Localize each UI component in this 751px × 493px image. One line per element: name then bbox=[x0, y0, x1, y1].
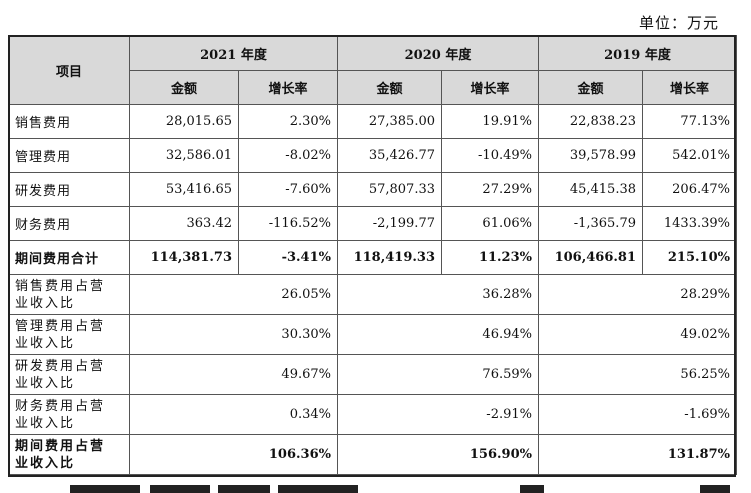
row-label: 管理费用 bbox=[8, 138, 130, 173]
header-year-2020: 2020 年度 bbox=[337, 35, 539, 71]
cell-value: 2.30% bbox=[238, 104, 338, 139]
header-item: 项目 bbox=[8, 35, 130, 105]
cell-value: 57,807.33 bbox=[337, 172, 442, 207]
table-row: 管理费用 32,586.01 -8.02% 35,426.77 -10.49% … bbox=[8, 138, 737, 173]
table-row: 财务费用 363.42 -116.52% -2,199.77 61.06% -1… bbox=[8, 206, 737, 241]
cell-value: -116.52% bbox=[238, 206, 338, 241]
cell-value: 19.91% bbox=[441, 104, 539, 139]
row-label: 期间费用占营 业收入比 bbox=[8, 434, 130, 475]
cell-value: -1.69% bbox=[538, 394, 737, 435]
header-amount: 金额 bbox=[538, 70, 643, 105]
cell-value: 30.30% bbox=[129, 314, 338, 355]
cell-value: 53,416.65 bbox=[129, 172, 239, 207]
cell-value: 36.28% bbox=[337, 274, 539, 315]
cell-value: 26.05% bbox=[129, 274, 338, 315]
cell-value: 61.06% bbox=[441, 206, 539, 241]
header-year-2019: 2019 年度 bbox=[538, 35, 737, 71]
cell-value: 542.01% bbox=[642, 138, 737, 173]
cell-value: 28.29% bbox=[538, 274, 737, 315]
row-label: 销售费用 bbox=[8, 104, 130, 139]
row-label: 财务费用占营 业收入比 bbox=[8, 394, 130, 435]
row-label: 研发费用 bbox=[8, 172, 130, 207]
cell-value: -3.41% bbox=[238, 240, 338, 275]
header-growth: 增长率 bbox=[238, 70, 338, 105]
cropped-text-line bbox=[0, 485, 751, 493]
row-label: 研发费用占营 业收入比 bbox=[8, 354, 130, 395]
row-label: 财务费用 bbox=[8, 206, 130, 241]
header-amount: 金额 bbox=[337, 70, 442, 105]
header-amount: 金额 bbox=[129, 70, 239, 105]
cell-value: 39,578.99 bbox=[538, 138, 643, 173]
cell-value: -8.02% bbox=[238, 138, 338, 173]
cell-value: 49.67% bbox=[129, 354, 338, 395]
cell-value: 46.94% bbox=[337, 314, 539, 355]
header-year-2021: 2021 年度 bbox=[129, 35, 338, 71]
row-label: 销售费用占营 业收入比 bbox=[8, 274, 130, 315]
header-growth: 增长率 bbox=[441, 70, 539, 105]
cell-value: 156.90% bbox=[337, 434, 539, 475]
cell-value: 106.36% bbox=[129, 434, 338, 475]
cell-value: 114,381.73 bbox=[129, 240, 239, 275]
cell-value: 27,385.00 bbox=[337, 104, 442, 139]
cell-value: 11.23% bbox=[441, 240, 539, 275]
cell-value: 27.29% bbox=[441, 172, 539, 207]
cell-value: 32,586.01 bbox=[129, 138, 239, 173]
cell-value: -1,365.79 bbox=[538, 206, 643, 241]
cell-value: -10.49% bbox=[441, 138, 539, 173]
table-row: 销售费用 28,015.65 2.30% 27,385.00 19.91% 22… bbox=[8, 104, 737, 139]
cell-value: 131.87% bbox=[538, 434, 737, 475]
cell-value: 1433.39% bbox=[642, 206, 737, 241]
cell-value: 76.59% bbox=[337, 354, 539, 395]
expense-table: 项目 2021 年度 2020 年度 2019 年度 金额 增长率 金额 增长率… bbox=[8, 35, 737, 475]
table-row-ratio: 财务费用占营 业收入比 0.34% -2.91% -1.69% bbox=[8, 394, 737, 435]
cell-value: 118,419.33 bbox=[337, 240, 442, 275]
cell-value: 35,426.77 bbox=[337, 138, 442, 173]
cell-value: 45,415.38 bbox=[538, 172, 643, 207]
cell-value: 28,015.65 bbox=[129, 104, 239, 139]
cell-value: 49.02% bbox=[538, 314, 737, 355]
cell-value: -7.60% bbox=[238, 172, 338, 207]
table-row-ratio: 研发费用占营 业收入比 49.67% 76.59% 56.25% bbox=[8, 354, 737, 395]
table-row-ratio: 销售费用占营 业收入比 26.05% 36.28% 28.29% bbox=[8, 274, 737, 315]
cell-value: 56.25% bbox=[538, 354, 737, 395]
row-label: 期间费用合计 bbox=[8, 240, 130, 275]
table-row-total: 期间费用合计 114,381.73 -3.41% 118,419.33 11.2… bbox=[8, 240, 737, 275]
cell-value: 363.42 bbox=[129, 206, 239, 241]
cell-value: 0.34% bbox=[129, 394, 338, 435]
cell-value: 215.10% bbox=[642, 240, 737, 275]
table-row: 研发费用 53,416.65 -7.60% 57,807.33 27.29% 4… bbox=[8, 172, 737, 207]
cell-value: 106,466.81 bbox=[538, 240, 643, 275]
cell-value: -2.91% bbox=[337, 394, 539, 435]
cell-value: 22,838.23 bbox=[538, 104, 643, 139]
cell-value: 77.13% bbox=[642, 104, 737, 139]
table-row-ratio: 管理费用占营 业收入比 30.30% 46.94% 49.02% bbox=[8, 314, 737, 355]
unit-label: 单位：万元 bbox=[638, 14, 719, 32]
cell-value: 206.47% bbox=[642, 172, 737, 207]
header-growth: 增长率 bbox=[642, 70, 737, 105]
table-row-ratio-total: 期间费用占营 业收入比 106.36% 156.90% 131.87% bbox=[8, 434, 737, 475]
cell-value: -2,199.77 bbox=[337, 206, 442, 241]
row-label: 管理费用占营 业收入比 bbox=[8, 314, 130, 355]
